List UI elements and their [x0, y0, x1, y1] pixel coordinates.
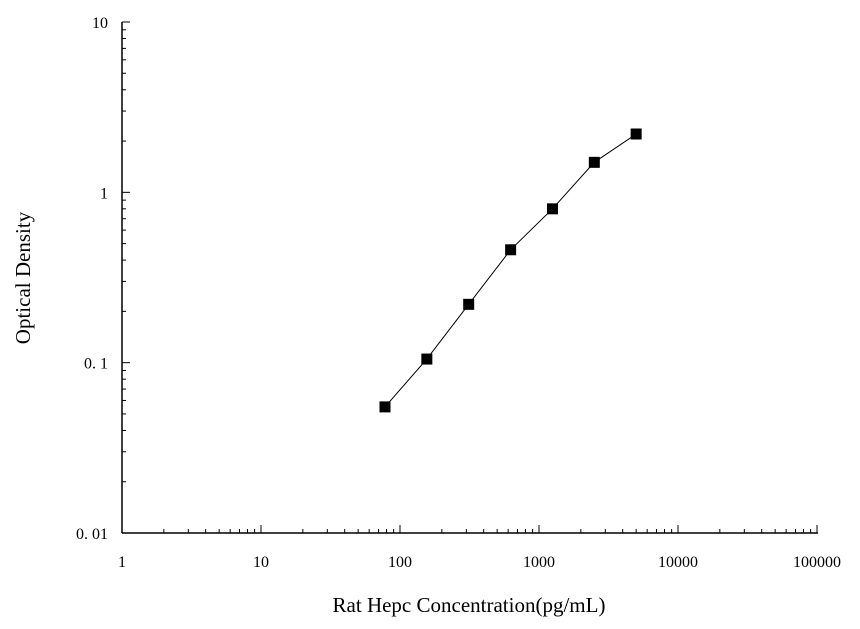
x-tick-label: 100000 [793, 554, 841, 571]
y-tick-label: 0. 01 [76, 526, 108, 543]
data-point [505, 244, 517, 256]
data-point [588, 156, 600, 168]
ticks: 1 10 100 1000 10000 100000 0. 01 0. 1 1 10 [76, 15, 841, 571]
x-tick-label: 1 [118, 554, 126, 571]
data-point [630, 128, 642, 140]
axes [121, 22, 818, 534]
data-point [463, 298, 475, 310]
series-line [384, 133, 637, 408]
y-axis-title: Optical Density [11, 211, 35, 344]
data-point [421, 353, 433, 365]
data-series [379, 128, 642, 413]
x-tick-label: 1000 [523, 554, 555, 571]
data-point [546, 203, 558, 215]
x-tick-label: 10000 [658, 554, 698, 571]
y-tick-label: 10 [92, 15, 108, 32]
y-tick-label: 0. 1 [84, 356, 108, 373]
x-tick-label: 100 [388, 554, 412, 571]
x-axis-title: Rat Hepc Concentration(pg/mL) [333, 593, 606, 617]
data-point [379, 401, 391, 413]
x-tick-label: 10 [253, 554, 269, 571]
y-tick-label: 1 [100, 185, 108, 202]
